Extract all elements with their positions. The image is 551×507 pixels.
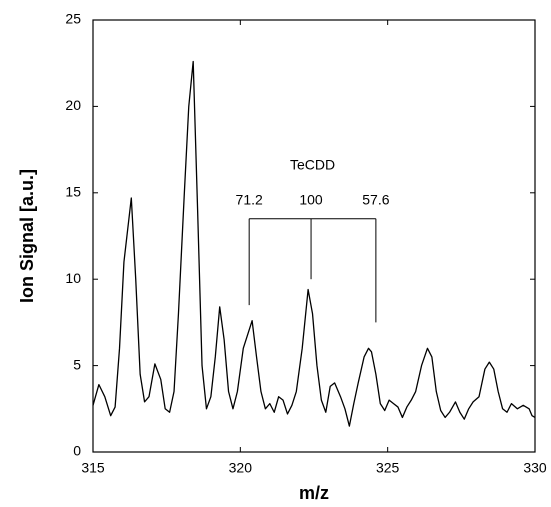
x-tick-label: 320: [229, 460, 253, 476]
y-tick-label: 25: [65, 11, 81, 27]
y-tick-label: 20: [65, 97, 81, 113]
y-axis-label: Ion Signal [a.u.]: [17, 169, 37, 303]
y-tick-label: 15: [65, 184, 81, 200]
spectrum-line: [92, 60, 536, 427]
isotope-label: 100: [299, 191, 323, 207]
isotope-label: 71.2: [236, 191, 263, 207]
y-tick-label: 0: [73, 443, 81, 459]
annotation-title: TeCDD: [290, 156, 335, 172]
y-tick-label: 10: [65, 270, 81, 286]
x-axis-label: m/z: [299, 483, 329, 503]
plot-frame: [92, 19, 536, 453]
x-tick-label: 325: [376, 460, 400, 476]
x-tick-label: 330: [523, 460, 547, 476]
y-tick-label: 5: [73, 356, 81, 372]
x-tick-label: 315: [81, 460, 105, 476]
isotope-label: 57.6: [362, 191, 389, 207]
